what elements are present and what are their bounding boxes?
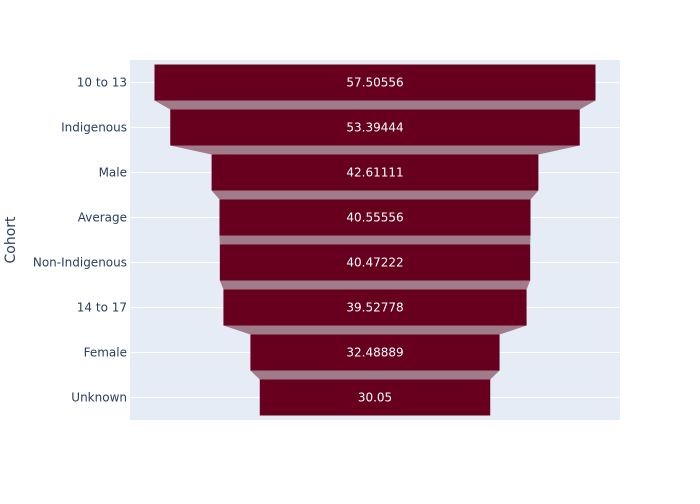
- funnel-bar[interactable]: [154, 64, 596, 101]
- funnel-data-labels: 57.50556 53.39444 42.61111 40.55556 40.47222…: [346, 76, 403, 405]
- y-tick-label: 14 to 17: [77, 301, 127, 315]
- y-tick-label: 10 to 13: [77, 76, 127, 90]
- y-axis-title: Cohort: [3, 216, 19, 264]
- y-tick-label: Non-Indigenous: [33, 256, 127, 270]
- y-tick-label: Female: [84, 346, 127, 360]
- funnel-bar[interactable]: [223, 289, 527, 326]
- funnel-connector: [154, 100, 596, 110]
- funnel-bar[interactable]: [219, 244, 531, 281]
- funnel-connector: [211, 190, 539, 200]
- y-tick-label: Indigenous: [61, 121, 127, 135]
- y-axis-tick-labels: 10 to 13 Indigenous Male Average Non-Indigen…: [33, 76, 127, 405]
- funnel-bar[interactable]: [211, 154, 539, 191]
- y-tick-label: Average: [78, 211, 127, 225]
- funnel-connector: [223, 325, 527, 335]
- bar-value-label: 40.47222: [346, 256, 403, 270]
- bar-value-label: 53.39444: [346, 121, 403, 135]
- funnel-connector: [170, 145, 580, 155]
- funnel-bar[interactable]: [250, 334, 500, 371]
- bar-value-label: 40.55556: [346, 211, 403, 225]
- funnel-bar[interactable]: [219, 199, 531, 236]
- funnel-connector: [250, 370, 500, 380]
- funnel-connector: [219, 235, 531, 245]
- bar-value-label: 30.05: [358, 391, 392, 405]
- bar-value-label: 32.48889: [346, 346, 403, 360]
- bar-value-label: 57.50556: [346, 76, 403, 90]
- funnel-connector: [219, 280, 531, 290]
- funnel-bar[interactable]: [259, 379, 491, 416]
- y-tick-label: Male: [99, 166, 127, 180]
- funnel-connectors: [154, 100, 596, 380]
- funnel-bar[interactable]: [170, 109, 580, 146]
- bar-value-label: 42.61111: [346, 166, 403, 180]
- funnel-bars: [154, 64, 596, 416]
- y-tick-label: Unknown: [71, 391, 127, 405]
- bar-value-label: 39.52778: [346, 301, 403, 315]
